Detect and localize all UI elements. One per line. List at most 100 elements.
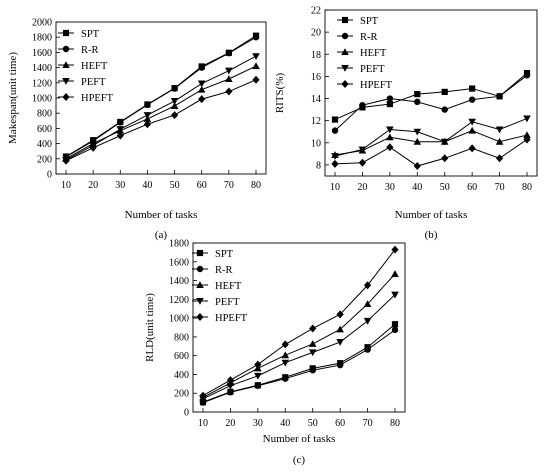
y-tick-label: 16 [311, 72, 321, 83]
plot-frame [192, 242, 406, 413]
data-point-hpeft [254, 360, 262, 369]
data-point-r-r [336, 361, 344, 369]
x-tick-label: 20 [357, 182, 367, 193]
x-tick-label: 60 [335, 418, 345, 429]
series-line-r-r [202, 329, 396, 404]
y-tick-label: 800 [174, 332, 189, 343]
data-point-hpeft [336, 310, 344, 319]
data-point-r-r [414, 98, 421, 106]
data-point-r-r [386, 95, 394, 102]
legend-marker [62, 78, 70, 85]
x-tick-label: 50 [440, 182, 450, 193]
legend-marker [62, 61, 70, 68]
data-point-peft [391, 291, 399, 299]
legend-marker [341, 48, 349, 55]
x-tick-label: 30 [385, 182, 395, 193]
x-tick-label: 10 [330, 182, 340, 193]
data-point-peft [331, 153, 339, 160]
data-point-r-r [225, 49, 233, 57]
x-tick-label: 30 [115, 180, 125, 191]
legend-marker [62, 29, 70, 37]
data-point-peft [197, 80, 206, 88]
data-point-peft [413, 128, 422, 136]
data-point-r-r [144, 101, 151, 109]
x-tick-label: 70 [363, 418, 373, 429]
data-point-r-r [171, 85, 178, 92]
data-point-hpeft [413, 162, 421, 171]
data-point-peft [225, 67, 233, 75]
legend-marker [341, 80, 349, 88]
data-point-heft [336, 325, 344, 333]
legend-marker [341, 16, 349, 24]
x-tick-label: 40 [412, 182, 422, 193]
data-point-hpeft [331, 159, 339, 168]
data-point-r-r [252, 34, 260, 41]
x-tick-label: 60 [197, 180, 207, 191]
x-tick-label: 40 [142, 180, 152, 191]
series-line-heft [334, 130, 528, 156]
data-point-spt [441, 88, 448, 95]
x-tick-label: 10 [198, 418, 208, 429]
data-point-r-r [391, 326, 399, 334]
data-point-hpeft [225, 87, 233, 96]
y-tick-label: 1600 [169, 257, 189, 268]
legend-entry: HPEFT [81, 93, 114, 104]
data-point-r-r [282, 375, 289, 382]
legend-marker [196, 313, 204, 321]
data-point-r-r [331, 127, 339, 134]
data-point-peft [358, 146, 367, 154]
data-point-hpeft [358, 158, 367, 167]
legend-entry: PEFT [360, 64, 385, 75]
legend-entry: HEFT [215, 281, 242, 292]
series-line-hpeft [202, 249, 396, 397]
y-tick-label: 1600 [32, 48, 52, 59]
data-point-r-r [441, 106, 448, 113]
series-line-hpeft [334, 139, 528, 167]
data-point-peft [495, 126, 504, 134]
legend-marker [196, 281, 204, 288]
legend-marker [196, 265, 204, 273]
data-point-heft [523, 131, 531, 139]
legend-entry: HEFT [81, 61, 108, 72]
legend-marker [341, 32, 349, 40]
x-tick-label: 20 [88, 180, 98, 191]
data-point-hpeft [309, 324, 317, 333]
x-axis-label: Number of tasks [395, 209, 468, 221]
data-point-hpeft [281, 340, 289, 349]
data-point-heft [308, 340, 317, 347]
data-point-peft [116, 126, 125, 133]
y-tick-label: 1200 [169, 295, 189, 306]
data-point-r-r [468, 96, 476, 103]
data-point-peft [440, 138, 449, 146]
data-point-heft [281, 351, 290, 359]
y-tick-label: 600 [37, 124, 52, 135]
data-point-r-r [198, 64, 205, 71]
data-point-hpeft [116, 131, 124, 140]
data-point-heft [225, 75, 233, 82]
y-tick-label: 400 [37, 139, 52, 150]
data-point-heft [386, 133, 394, 141]
data-point-r-r [523, 72, 531, 79]
data-point-hpeft [170, 111, 179, 120]
data-point-spt [386, 100, 393, 108]
y-tick-label: 1800 [32, 33, 52, 44]
data-point-r-r [496, 93, 503, 100]
y-tick-label: 200 [174, 389, 189, 400]
legend-marker [62, 45, 70, 53]
y-tick-label: 22 [311, 6, 321, 17]
data-point-r-r [359, 101, 366, 109]
data-point-peft [170, 98, 179, 105]
data-point-spt [414, 91, 421, 98]
legend-marker [196, 298, 204, 305]
y-tick-label: 0 [184, 408, 189, 419]
plot-frame [324, 9, 538, 177]
y-tick-label: 1000 [169, 314, 189, 325]
data-point-hpeft [495, 154, 504, 163]
series-line-peft [202, 294, 396, 400]
x-axis-label: Number of tasks [125, 209, 198, 221]
y-tick-label: 18 [311, 50, 321, 61]
series-line-peft [65, 55, 257, 161]
data-point-hpeft [441, 154, 449, 163]
legend-entry: R-R [360, 32, 378, 43]
data-point-spt [391, 321, 399, 328]
